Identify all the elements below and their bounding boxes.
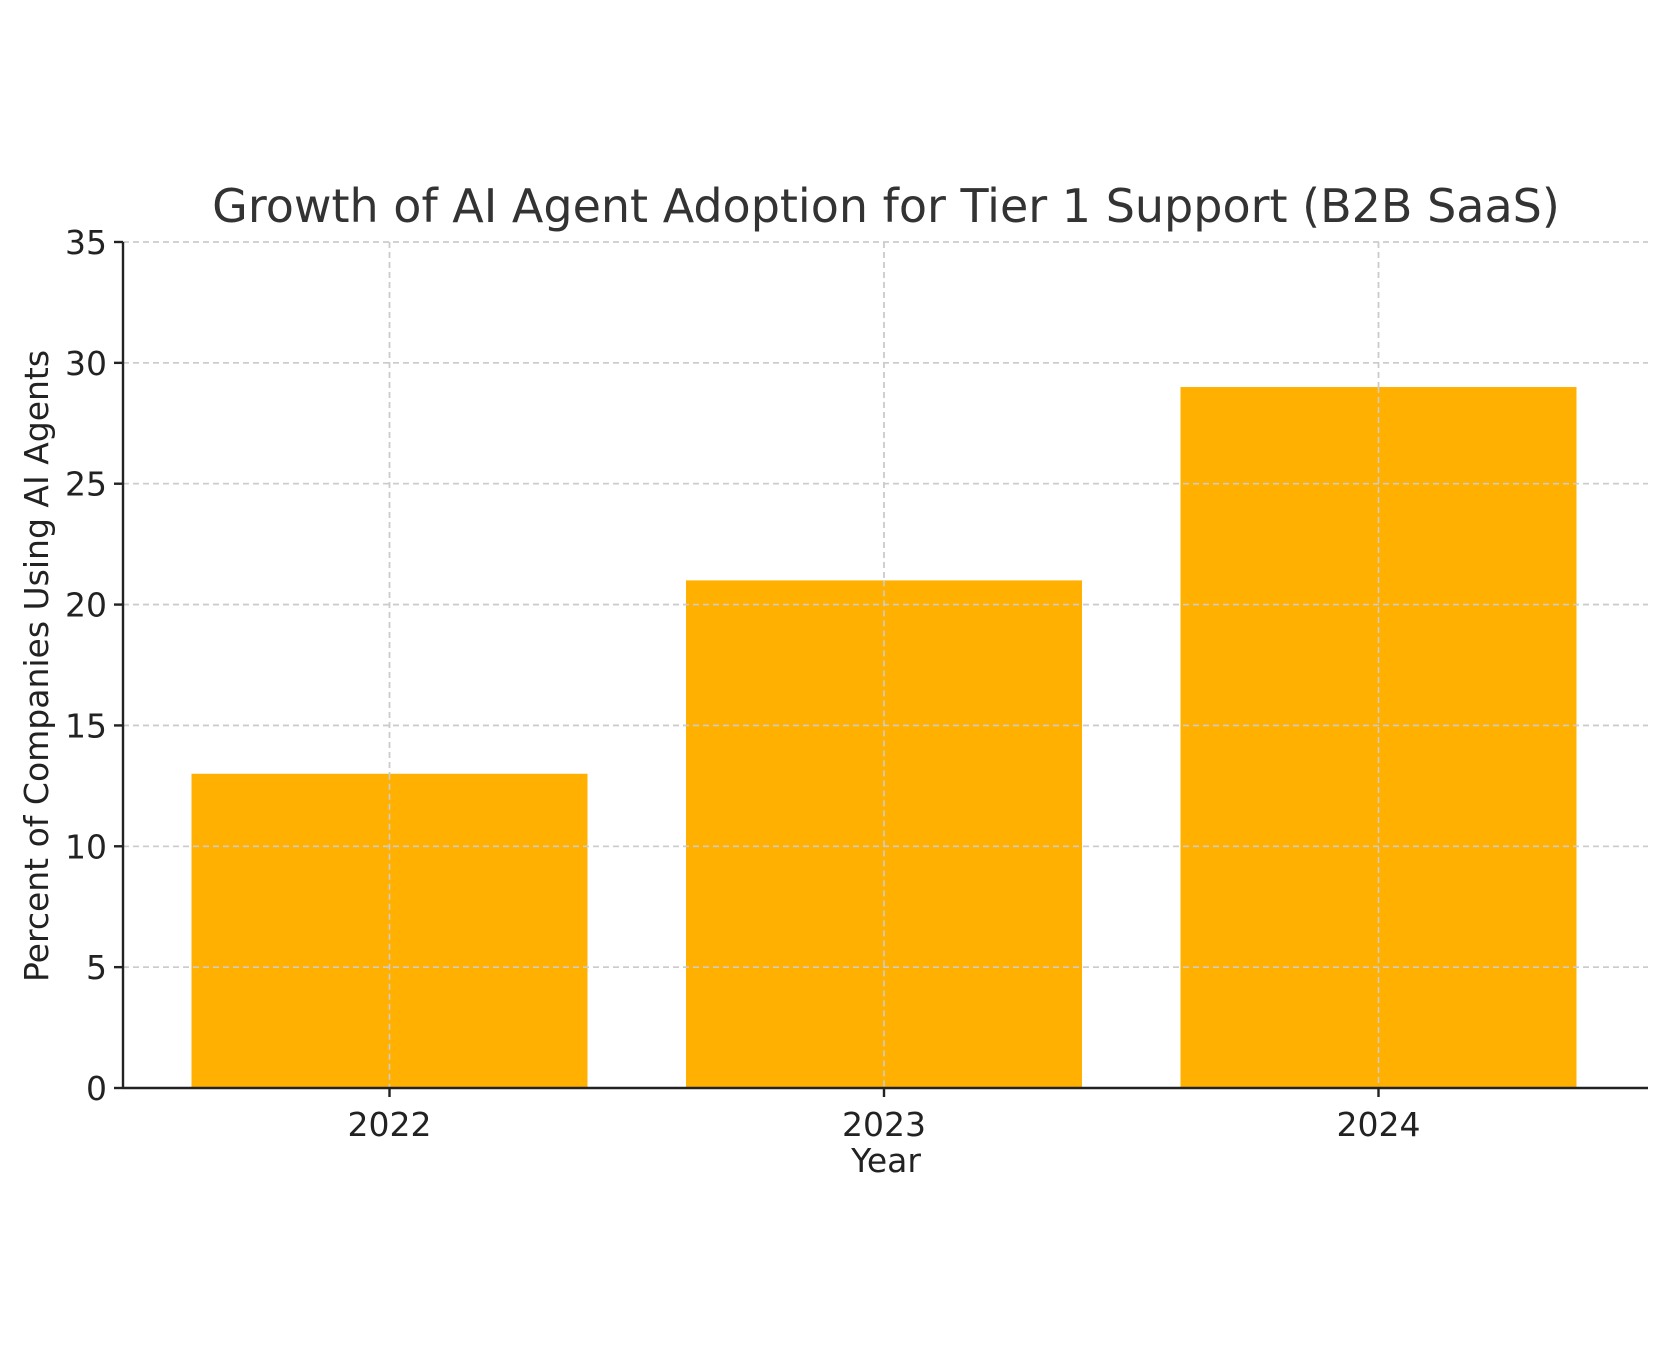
x-tick-label: 2022	[348, 1105, 432, 1144]
y-tick-labels: 0 5 10 15 20 25 30 35	[65, 223, 107, 1108]
bars	[123, 241, 1648, 1088]
y-tick-label: 0	[86, 1069, 107, 1108]
axes	[114, 240, 1648, 1097]
x-axis-label: Year	[850, 1141, 921, 1180]
x-tick-label: 2024	[1337, 1105, 1421, 1144]
y-tick-label: 20	[65, 586, 107, 625]
x-tick-label: 2023	[842, 1105, 926, 1144]
chart-title: Growth of AI Agent Adoption for Tier 1 S…	[212, 179, 1560, 233]
y-tick-label: 35	[65, 223, 107, 262]
y-tick-label: 15	[65, 706, 107, 745]
y-tick-label: 5	[86, 948, 107, 987]
y-axis-label: Percent of Companies Using AI Agents	[17, 350, 56, 982]
y-tick-label: 10	[65, 827, 107, 866]
y-tick-label: 30	[65, 344, 107, 383]
y-tick-label: 25	[65, 465, 107, 504]
bar-2022	[191, 773, 588, 1088]
x-tick-labels: 2022 2023 2024	[348, 1105, 1421, 1144]
